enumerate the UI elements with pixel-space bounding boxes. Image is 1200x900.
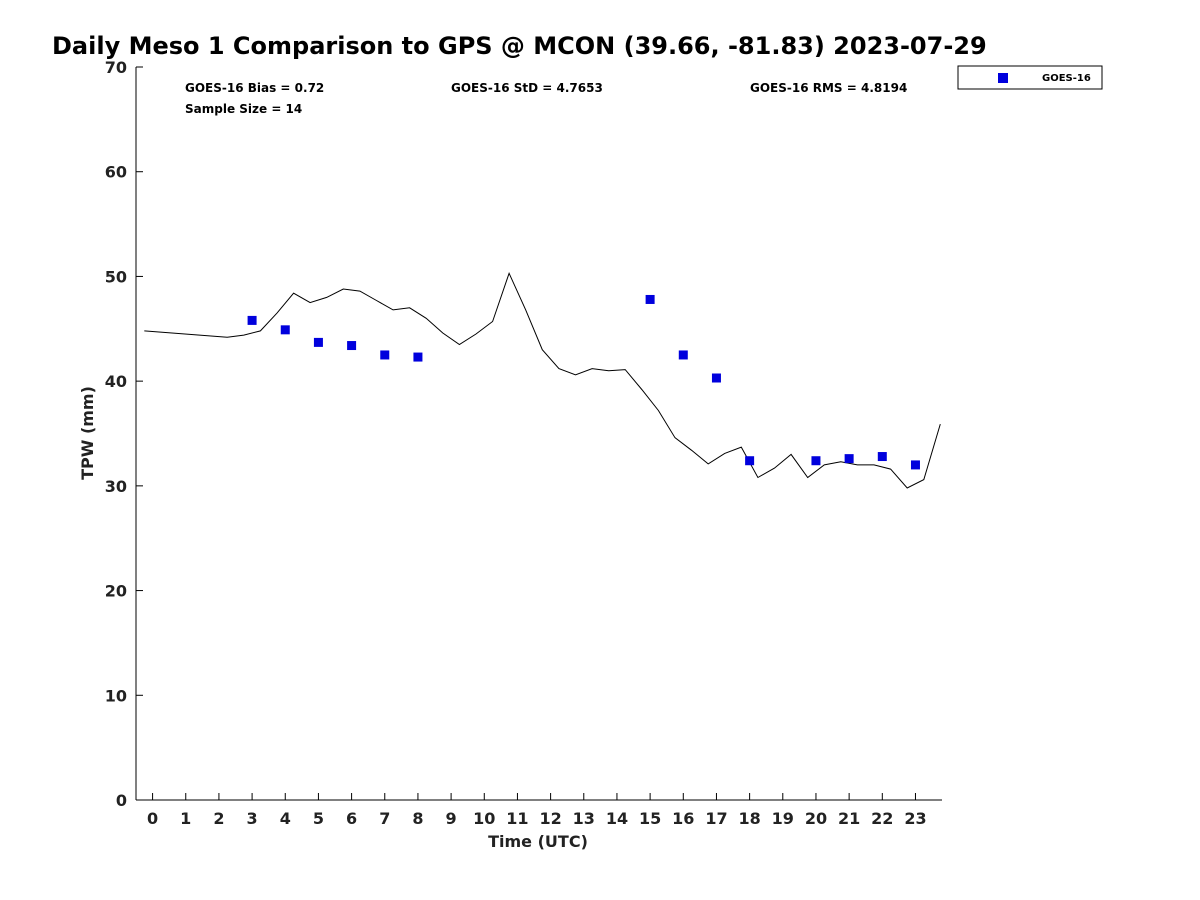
- y-tick-label: 60: [105, 163, 127, 182]
- y-tick-label: 50: [105, 267, 127, 286]
- x-tick-label: 10: [473, 809, 495, 828]
- goes16-point: [280, 325, 290, 335]
- goes16-point: [313, 337, 323, 347]
- x-tick-label: 11: [506, 809, 528, 828]
- x-tick-label: 19: [772, 809, 794, 828]
- chart-title: Daily Meso 1 Comparison to GPS @ MCON (3…: [52, 32, 987, 60]
- goes16-point: [413, 352, 423, 362]
- legend-box: [957, 65, 1103, 90]
- x-tick-label: 16: [672, 809, 694, 828]
- x-tick-label: 3: [247, 809, 258, 828]
- bias-stat: GOES-16 Bias = 0.72: [185, 81, 324, 95]
- x-tick-label: 9: [446, 809, 457, 828]
- goes16-scatter-series: [247, 294, 920, 470]
- y-tick-label: 40: [105, 372, 127, 391]
- goes16-point: [711, 373, 721, 383]
- stats-annotations: GOES-16 Bias = 0.72 GOES-16 StD = 4.7653…: [185, 81, 907, 116]
- x-tick-label: 23: [904, 809, 926, 828]
- x-tick-label: 7: [379, 809, 390, 828]
- gps-tpw-line: [144, 271, 941, 489]
- goes16-point: [811, 456, 821, 466]
- x-tick-label: 18: [738, 809, 760, 828]
- x-tick-label: 2: [213, 809, 224, 828]
- goes16-point: [877, 452, 887, 462]
- goes16-point: [247, 315, 257, 325]
- y-axis-label: TPW (mm): [78, 386, 97, 480]
- x-tick-label: 13: [573, 809, 595, 828]
- y-tick-label: 70: [105, 58, 127, 77]
- std-stat: GOES-16 StD = 4.7653: [451, 81, 603, 95]
- goes16-point: [910, 460, 920, 470]
- x-tick-label: 12: [539, 809, 561, 828]
- x-ticks: 0 1 2 3 4 5 6 7 8 9 10 11 12 13 14 15 16 17 18 19 20 21 22 23: [147, 793, 927, 828]
- legend-marker-goes16: [998, 73, 1008, 83]
- x-tick-label: 14: [606, 809, 628, 828]
- goes16-point: [347, 341, 357, 351]
- y-tick-label: 0: [116, 791, 127, 810]
- x-tick-label: 8: [412, 809, 423, 828]
- goes16-point: [745, 456, 755, 466]
- y-tick-label: 30: [105, 477, 127, 496]
- goes16-point: [645, 294, 655, 304]
- y-ticks: 0 10 20 30 40 50 60 70: [105, 58, 143, 810]
- goes16-point: [678, 350, 688, 360]
- x-tick-label: 5: [313, 809, 324, 828]
- x-axis-label: Time (UTC): [488, 832, 588, 851]
- x-tick-label: 22: [871, 809, 893, 828]
- rms-stat: GOES-16 RMS = 4.8194: [750, 81, 907, 95]
- x-tick-label: 17: [705, 809, 727, 828]
- y-tick-label: 10: [105, 686, 127, 705]
- sample-size-stat: Sample Size = 14: [185, 102, 302, 116]
- y-tick-label: 20: [105, 582, 127, 601]
- gps-line-series: [144, 271, 941, 489]
- x-tick-label: 1: [180, 809, 191, 828]
- legend: GOES-16: [957, 65, 1103, 90]
- x-tick-label: 21: [838, 809, 860, 828]
- goes16-point: [844, 454, 854, 464]
- x-tick-label: 0: [147, 809, 158, 828]
- x-tick-label: 6: [346, 809, 357, 828]
- plot-axes: [135, 67, 942, 801]
- x-tick-label: 4: [280, 809, 291, 828]
- goes16-point: [380, 350, 390, 360]
- legend-label-goes16: GOES-16: [1042, 73, 1091, 84]
- x-tick-label: 20: [805, 809, 827, 828]
- x-tick-label: 15: [639, 809, 661, 828]
